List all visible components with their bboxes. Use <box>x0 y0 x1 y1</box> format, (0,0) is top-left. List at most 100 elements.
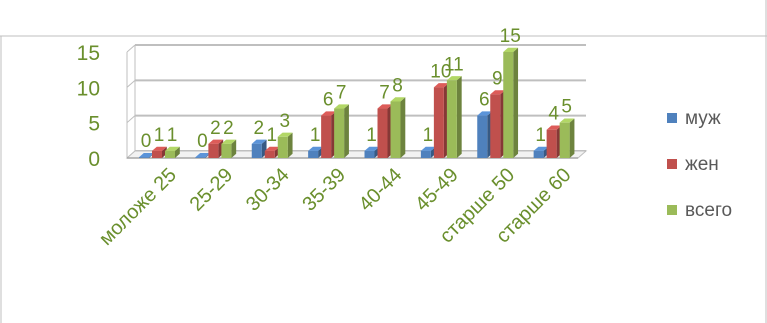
bar <box>221 143 232 158</box>
bar-top <box>264 146 280 151</box>
bar-top <box>446 76 462 81</box>
bar-top <box>477 111 493 116</box>
data-label: 1 <box>266 125 277 146</box>
x-tick-label: 45-49 <box>411 164 463 216</box>
data-label: 4 <box>548 104 559 125</box>
y-tick-label: 0 <box>88 148 100 171</box>
data-label: 1 <box>535 125 546 146</box>
data-label: 15 <box>500 26 521 47</box>
bars-layer <box>139 47 575 158</box>
gridline-side <box>126 79 136 88</box>
data-label: 3 <box>279 111 290 132</box>
legend-swatch <box>667 113 677 123</box>
bar-top <box>420 146 436 151</box>
x-tick-label: 25-29 <box>186 164 238 216</box>
bar <box>308 150 319 158</box>
bar-top <box>152 146 167 151</box>
bar-top <box>221 139 237 144</box>
bar-side <box>231 139 237 158</box>
bar-top <box>559 118 575 123</box>
bar-side <box>287 132 293 158</box>
x-tick-label: 40-44 <box>355 164 407 216</box>
bar <box>251 143 262 158</box>
bar <box>390 101 401 158</box>
data-label: 5 <box>561 97 572 118</box>
data-label: 2 <box>253 118 264 139</box>
data-label: 2 <box>210 118 221 139</box>
bar-top <box>208 139 224 144</box>
data-label: 6 <box>479 90 490 111</box>
legend: муж жен всего <box>667 108 732 221</box>
data-label: 2 <box>223 118 234 139</box>
data-label: 7 <box>336 83 347 104</box>
legend-swatch <box>667 159 677 169</box>
bar-top <box>546 125 562 130</box>
bar <box>546 129 557 158</box>
data-label: 8 <box>392 75 403 96</box>
bar <box>139 157 149 158</box>
gridline-side <box>126 115 136 124</box>
bar-side <box>175 146 180 158</box>
bar <box>195 157 206 158</box>
bar-side <box>400 97 406 158</box>
legend-label: жен <box>685 154 719 175</box>
data-label: 11 <box>444 54 464 75</box>
bar <box>433 87 444 158</box>
data-label: 10 <box>430 61 451 82</box>
bar-side <box>569 118 575 158</box>
bar-top <box>390 97 406 102</box>
y-axis-ticks: 0 5 10 15 <box>77 42 100 171</box>
data-label: 1 <box>154 125 165 146</box>
bar-top <box>503 47 519 52</box>
data-label: 0 <box>197 131 208 152</box>
bar-side <box>344 104 349 158</box>
y-tick-label: 5 <box>88 113 100 136</box>
legend-swatch <box>667 205 677 215</box>
bar-top <box>377 104 393 109</box>
bar <box>321 115 332 158</box>
data-label: 6 <box>323 90 334 111</box>
bar <box>377 108 388 158</box>
bar-top <box>364 146 380 151</box>
bar-top <box>195 153 211 158</box>
gridline-side <box>126 44 136 53</box>
bar-top <box>277 132 293 137</box>
bar-top <box>321 111 336 116</box>
bar-top <box>334 104 349 109</box>
bar <box>334 108 345 158</box>
bar <box>559 122 570 158</box>
bar-side <box>513 47 519 158</box>
bar-top <box>251 139 267 144</box>
bar-top <box>308 146 323 151</box>
bar <box>165 150 175 158</box>
bar <box>477 115 488 158</box>
bar <box>446 80 457 158</box>
bar-side <box>456 76 462 158</box>
legend-label: всего <box>685 200 732 221</box>
x-tick-label: 35-39 <box>298 164 350 216</box>
x-tick-label: 30-34 <box>242 164 294 216</box>
bar <box>420 150 431 158</box>
legend-label: муж <box>685 108 721 129</box>
data-label: 7 <box>379 83 390 104</box>
bar-top <box>490 90 506 95</box>
y-tick-label: 15 <box>77 42 100 65</box>
x-tick-label: моложе 25 <box>95 164 181 250</box>
bar-top <box>533 146 549 151</box>
x-axis-ticks: моложе 25 25-29 30-34 35-39 40-44 45-49старше… <box>95 164 576 250</box>
y-tick-label: 10 <box>77 77 100 100</box>
bar-top <box>433 83 449 88</box>
data-label: 1 <box>167 125 178 146</box>
bar <box>152 150 162 158</box>
bar-top <box>165 146 180 151</box>
data-label: 1 <box>366 125 377 146</box>
bar <box>277 136 288 158</box>
data-label: 1 <box>310 125 321 146</box>
bar <box>208 143 219 158</box>
data-label: 1 <box>423 125 434 146</box>
bar <box>264 150 275 158</box>
data-label: 0 <box>141 131 152 152</box>
